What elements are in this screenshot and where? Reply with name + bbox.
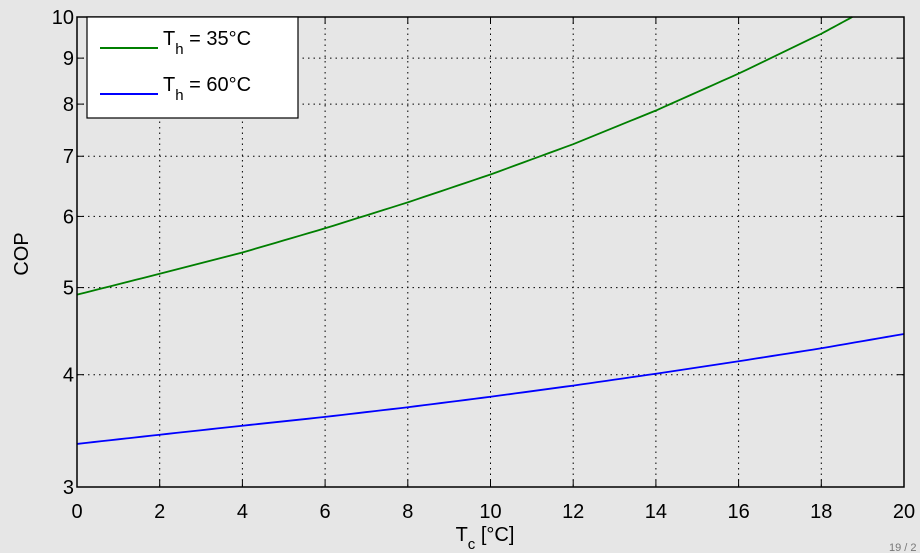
series-line-0: [76, 16, 853, 296]
legend-label-th60: Th = 60°C: [163, 74, 251, 104]
y-tick-label: 9: [63, 48, 74, 70]
x-tick-label: 16: [727, 501, 749, 523]
x-tick-label: 4: [237, 501, 248, 523]
legend-box: [86, 16, 299, 119]
series-lines: [76, 16, 905, 445]
legend-label-th35: Th = 35°C: [163, 28, 251, 58]
x-tick-label: 0: [71, 501, 82, 523]
x-tick-label: 2: [154, 501, 165, 523]
y-tick-label: 6: [63, 206, 74, 228]
x-tick-label: 14: [645, 501, 667, 523]
x-tick-label: 20: [893, 501, 915, 523]
x-tick-label: 8: [402, 501, 413, 523]
plot-frame: [76, 16, 905, 488]
y-tick-label: 5: [63, 278, 74, 300]
x-tick-labels: 0 2 4 6 8 10 12 14 16 18 20: [71, 501, 915, 523]
x-axis-label: Tc [°C]: [456, 524, 515, 553]
y-tick-label: 3: [63, 477, 74, 499]
page-number: 19 / 2: [889, 542, 917, 553]
y-tick-labels: 3 4 5 6 7 8 9 10: [52, 7, 74, 499]
x-tick-label: 10: [479, 501, 501, 523]
y-tick-label: 10: [52, 7, 74, 29]
y-axis-label: COP: [11, 232, 33, 275]
y-tick-label: 7: [63, 146, 74, 168]
y-tick-label: 8: [63, 94, 74, 116]
y-tick-label: 4: [63, 365, 74, 387]
legend: Th = 35°C Th = 60°C: [86, 16, 299, 119]
x-tick-label: 12: [562, 501, 584, 523]
x-tick-label: 18: [810, 501, 832, 523]
series-line-1: [76, 333, 905, 445]
x-tick-label: 6: [320, 501, 331, 523]
